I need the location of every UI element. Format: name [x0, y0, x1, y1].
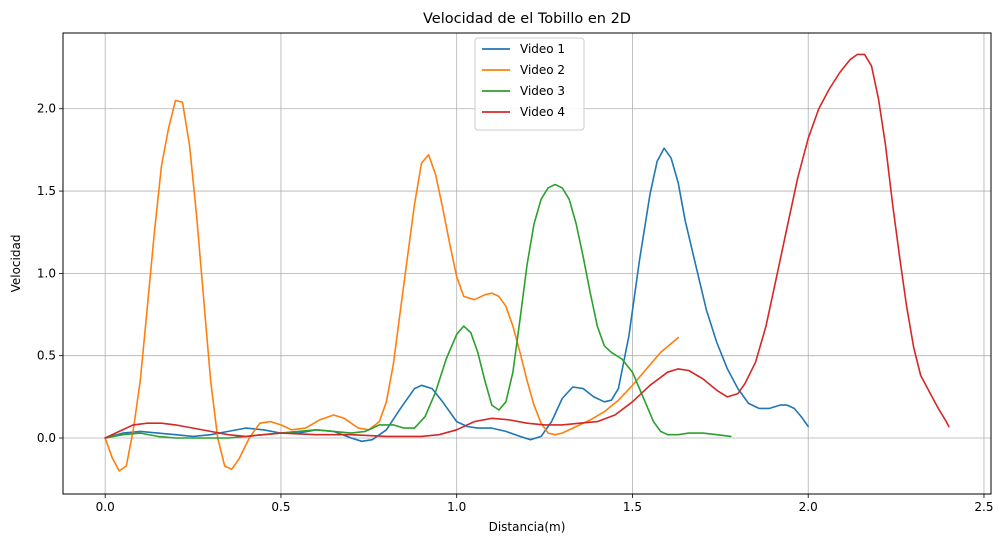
chart-title: Velocidad de el Tobillo en 2D: [423, 11, 631, 27]
y-axis-label: Velocidad: [9, 235, 23, 293]
legend-label-video-3: Video 3: [520, 84, 565, 98]
series-line-video-1: [104, 147, 809, 443]
x-tick-label: 0.0: [96, 500, 115, 514]
legend-label-video-2: Video 2: [520, 63, 565, 77]
series-line-video-4: [104, 53, 950, 439]
x-axis-label: Distancia(m): [489, 520, 566, 534]
legend-label-video-1: Video 1: [520, 42, 565, 56]
series-lines: [104, 53, 950, 472]
y-tick-label: 1.5: [37, 184, 56, 198]
series-line-video-2: [104, 99, 679, 472]
y-tick-label: 2.0: [37, 102, 56, 116]
y-tick-label: 1.0: [37, 266, 56, 280]
y-tick-label: 0.0: [37, 431, 56, 445]
x-tick-label: 1.0: [447, 500, 466, 514]
legend-label-video-4: Video 4: [520, 105, 565, 119]
x-tick-label: 0.5: [271, 500, 290, 514]
axis-ticks: 0.0 0.5 1.0 1.5 2.0 2.5 0.0 0.5 1.0 1.5 2.0: [37, 102, 994, 514]
legend: Video 1 Video 2 Video 3 Video 4: [474, 37, 585, 131]
y-tick-label: 0.5: [37, 349, 56, 363]
x-tick-label: 2.5: [974, 500, 993, 514]
plot-frame: [62, 32, 992, 495]
x-tick-label: 1.5: [623, 500, 642, 514]
x-tick-label: 2.0: [799, 500, 818, 514]
legend-box: [474, 37, 585, 131]
